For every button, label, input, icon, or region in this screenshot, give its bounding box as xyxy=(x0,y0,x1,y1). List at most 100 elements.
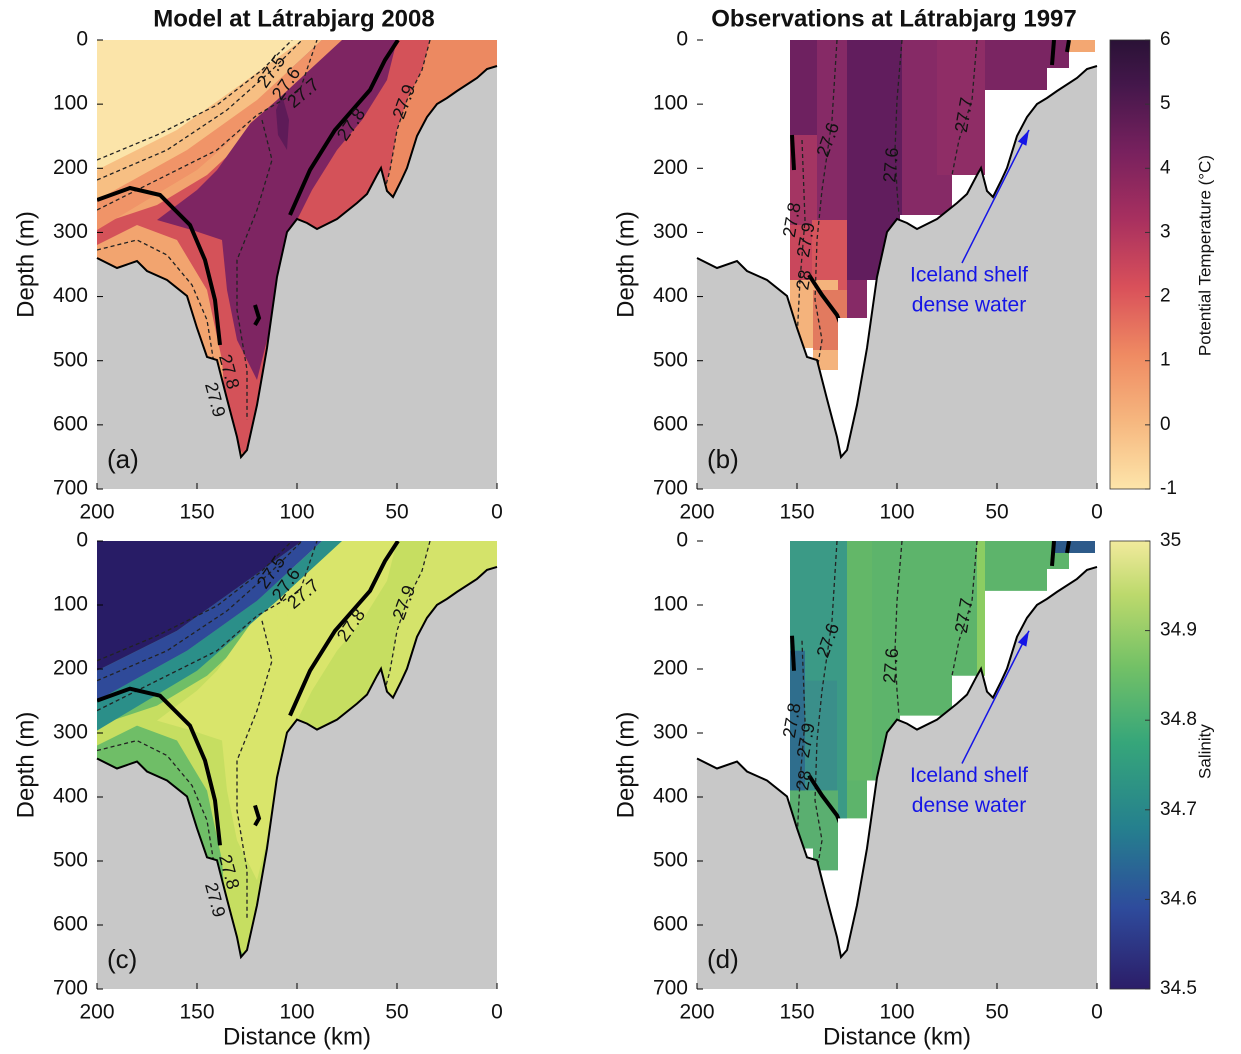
contour-line xyxy=(381,40,431,201)
panel-label: (b) xyxy=(707,444,739,474)
x-tick-label: 0 xyxy=(1091,1001,1103,1024)
contour-line-bold xyxy=(288,541,400,717)
field-patch xyxy=(847,541,872,781)
colorbar-label: Salinity xyxy=(1195,724,1214,779)
contour-line xyxy=(951,40,978,176)
field-patch xyxy=(97,541,302,671)
y-tick-label: 0 xyxy=(676,529,688,552)
contour-line xyxy=(236,119,273,420)
contour-label: 28 xyxy=(792,268,815,291)
colorbar-tick-label: 3 xyxy=(1160,221,1171,242)
y-tick-label: 600 xyxy=(653,913,688,936)
field-patch xyxy=(805,680,837,791)
colorbar-tick-label: 2 xyxy=(1160,286,1171,307)
y-tick-label: 500 xyxy=(53,849,88,872)
x-tick-label: 150 xyxy=(779,501,814,524)
x-tick-label: 50 xyxy=(385,501,408,524)
bathymetry-edge xyxy=(696,65,1098,460)
annotation-arrow xyxy=(961,630,1030,764)
colorbar xyxy=(1109,39,1151,490)
y-axis-label: Depth (m) xyxy=(12,211,39,318)
y-tick-label: 500 xyxy=(653,348,688,371)
y-tick-label: 700 xyxy=(653,977,688,1000)
x-tick-label: 100 xyxy=(279,501,314,524)
contour-line-bold xyxy=(790,635,796,671)
contour-line xyxy=(796,139,806,341)
y-tick-label: 300 xyxy=(53,220,88,243)
colorbar-tick-label: 1 xyxy=(1160,350,1171,371)
y-tick-label: 200 xyxy=(653,156,688,179)
field-patch xyxy=(97,40,342,230)
y-tick-label: 0 xyxy=(676,28,688,51)
contour-line-bold xyxy=(790,134,796,171)
y-tick-label: 600 xyxy=(53,913,88,936)
contour-line-bold xyxy=(97,185,222,346)
annotation: Iceland shelf xyxy=(910,764,1028,787)
contour-line xyxy=(97,541,303,682)
x-tick-label: 150 xyxy=(179,501,214,524)
x-tick-label: 0 xyxy=(491,501,503,524)
x-axis-label: Distance (km) xyxy=(823,1023,971,1050)
contour-line xyxy=(97,40,293,161)
contour-line-bold xyxy=(253,304,262,326)
bathymetry xyxy=(697,66,1097,489)
y-tick-label: 400 xyxy=(653,785,688,808)
y-tick-label: 300 xyxy=(53,721,88,744)
bathymetry-edge xyxy=(696,565,1098,960)
annotation: dense water xyxy=(912,294,1026,317)
colorbar-tick-label: -1 xyxy=(1160,478,1177,499)
colorbar-tick-label: 34.6 xyxy=(1160,888,1197,909)
y-tick-label: 0 xyxy=(76,529,88,552)
contour-line xyxy=(381,541,431,701)
arrow-head xyxy=(1017,630,1029,647)
x-tick-label: 200 xyxy=(79,501,114,524)
colorbar xyxy=(1109,540,1151,990)
x-tick-label: 50 xyxy=(385,1001,408,1024)
field-patch xyxy=(790,650,805,791)
y-tick-label: 200 xyxy=(653,657,688,680)
x-tick-label: 0 xyxy=(491,1001,503,1024)
y-tick-label: 100 xyxy=(53,92,88,115)
contour-line-bold xyxy=(288,40,400,216)
panel-label: (c) xyxy=(107,944,137,974)
panel-label: (a) xyxy=(107,444,139,474)
y-axis-label: Depth (m) xyxy=(612,712,639,819)
contour-label: 27.6 xyxy=(879,647,902,684)
contour-line xyxy=(97,541,318,712)
contour-line-bold xyxy=(1050,541,1056,567)
annotation-arrow xyxy=(961,129,1030,264)
x-tick-label: 150 xyxy=(779,1001,814,1024)
x-axis-label: Distance (km) xyxy=(223,1023,371,1050)
field-patch xyxy=(276,595,289,651)
y-tick-label: 600 xyxy=(653,412,688,435)
contour-line-bold xyxy=(253,804,262,827)
field-patch xyxy=(97,541,342,731)
y-tick-label: 200 xyxy=(53,657,88,680)
y-tick-label: 0 xyxy=(76,28,88,51)
colorbar-tick-label: 5 xyxy=(1160,93,1171,114)
bathymetry xyxy=(697,566,1097,989)
x-tick-label: 100 xyxy=(879,1001,914,1024)
x-tick-label: 0 xyxy=(1091,501,1103,524)
y-tick-label: 200 xyxy=(53,156,88,179)
y-tick-label: 500 xyxy=(53,348,88,371)
x-tick-label: 200 xyxy=(679,1001,714,1024)
x-tick-label: 50 xyxy=(985,1001,1008,1024)
annotation: dense water xyxy=(912,794,1026,817)
contour-label: 28 xyxy=(792,769,815,792)
y-tick-label: 600 xyxy=(53,412,88,435)
field-patch xyxy=(97,541,322,701)
contour-line xyxy=(97,541,293,662)
colorbar-tick-label: 34.9 xyxy=(1160,620,1197,641)
arrow-head xyxy=(1017,130,1029,146)
bathymetry xyxy=(97,566,497,989)
bathymetry-edge xyxy=(96,65,498,460)
colorbar-tick-label: 34.8 xyxy=(1160,709,1197,730)
y-tick-label: 100 xyxy=(53,593,88,616)
field-patch xyxy=(97,40,302,170)
field-patch xyxy=(1069,40,1095,52)
x-tick-label: 100 xyxy=(279,1001,314,1024)
annotation: Iceland shelf xyxy=(910,264,1028,287)
contour-line xyxy=(97,40,318,211)
